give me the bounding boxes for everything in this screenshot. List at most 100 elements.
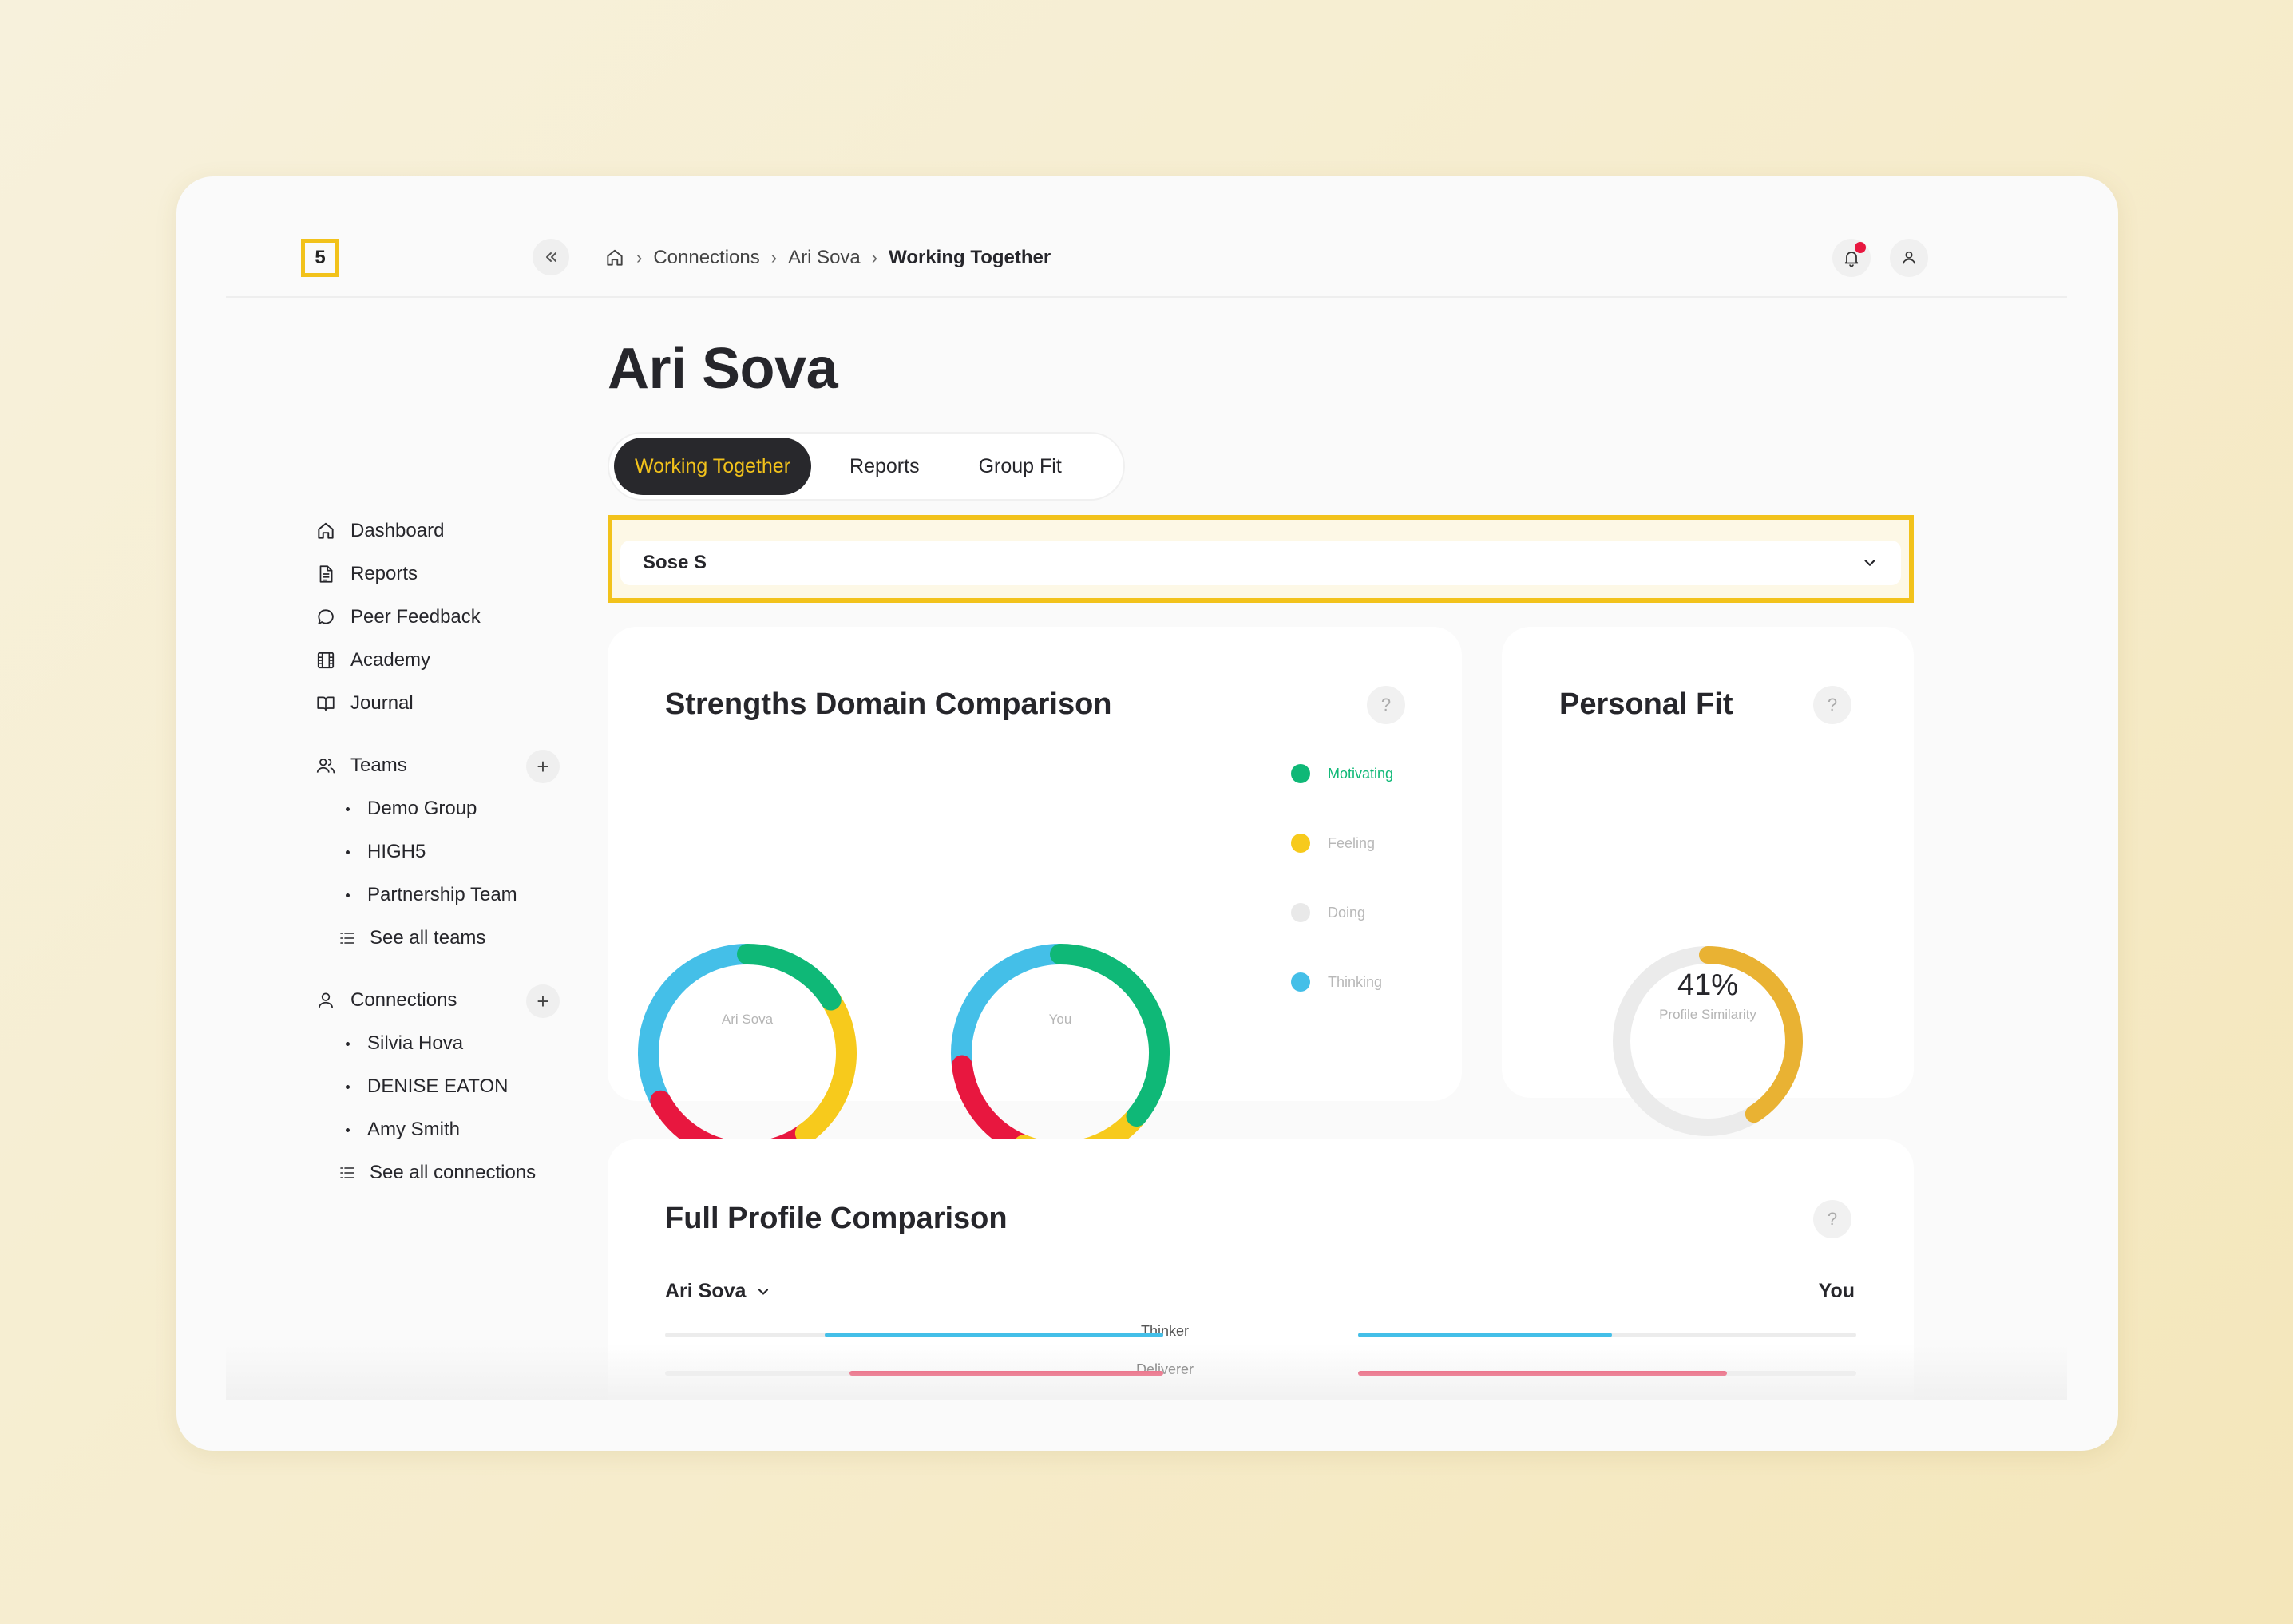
legend-item-motivating: Motivating xyxy=(1291,764,1393,783)
gauge-fill xyxy=(1699,946,1803,1123)
team-name: Partnership Team xyxy=(367,884,517,905)
full-profile-title: Full Profile Comparison xyxy=(665,1202,1008,1235)
legend-dot xyxy=(1291,834,1310,853)
compare-you-label: You xyxy=(1818,1280,1855,1302)
chevron-down-icon xyxy=(1864,560,1875,566)
home-icon[interactable] xyxy=(604,248,625,268)
add-connection-button[interactable]: + xyxy=(526,984,560,1018)
list-icon xyxy=(340,1167,354,1178)
user-icon xyxy=(319,992,333,1008)
compare-person-dropdown[interactable]: Ari Sova xyxy=(665,1280,771,1303)
see-all-connections-label: See all connections xyxy=(370,1162,537,1183)
legend-label: Feeling xyxy=(1328,834,1376,851)
sidebar-item-label: Reports xyxy=(350,563,418,584)
donut-segment-thinking xyxy=(951,944,1071,1076)
app-logo[interactable]: 5 xyxy=(301,239,339,277)
strengths-card-title: Strengths Domain Comparison xyxy=(665,687,1112,721)
donut-caption-ari: Ari Sova xyxy=(721,1012,774,1027)
legend-item-doing: Doing xyxy=(1291,903,1365,922)
open-book-icon xyxy=(317,696,335,711)
collapse-sidebar-button[interactable] xyxy=(533,239,569,275)
home-icon xyxy=(318,522,334,539)
legend-label: Thinking xyxy=(1328,973,1383,990)
donut-caption-you: You xyxy=(1048,1012,1072,1027)
bullet-icon xyxy=(346,850,350,854)
legend-dot xyxy=(1291,764,1310,783)
personal-fit-title: Personal Fit xyxy=(1559,687,1733,721)
sidebar-section-teams[interactable]: Teams xyxy=(315,750,407,782)
user-menu-button[interactable] xyxy=(1890,239,1928,277)
legend-label: Motivating xyxy=(1328,765,1394,782)
donut-segment-motivating xyxy=(1050,944,1170,1127)
add-team-button[interactable]: + xyxy=(526,750,560,783)
sidebar-item-journal[interactable]: Journal xyxy=(315,687,414,719)
breadcrumb-current: Working Together xyxy=(889,247,1051,268)
sidebar-connection-item[interactable]: Silvia Hova xyxy=(344,1028,463,1060)
film-icon xyxy=(317,652,335,669)
sidebar-item-academy[interactable]: Academy xyxy=(315,644,430,676)
tab-label: Group Fit xyxy=(978,454,1062,477)
strengths-comparison-card xyxy=(608,627,1462,1101)
donut-segment-thinking xyxy=(638,944,758,1111)
notifications-button[interactable] xyxy=(1832,239,1871,277)
right-bar-fill xyxy=(1358,1333,1613,1337)
person-select[interactable]: Sose S xyxy=(620,541,1901,585)
tab-label: Working Together xyxy=(635,454,791,477)
tab-working-together[interactable]: Working Together xyxy=(614,438,812,495)
sidebar-item-label: Journal xyxy=(350,692,414,714)
right-bar-track xyxy=(1358,1333,1856,1337)
user-icon xyxy=(1903,251,1915,264)
sidebar-item-reports[interactable]: Reports xyxy=(315,558,418,590)
bullet-icon xyxy=(346,893,350,897)
breadcrumb: › Connections › Ari Sova › Working Toget… xyxy=(604,240,1051,275)
donut-segment-motivating xyxy=(737,944,842,1011)
connection-name: Amy Smith xyxy=(367,1119,461,1140)
compare-person-label: Ari Sova xyxy=(665,1280,747,1302)
chat-bubble-icon xyxy=(318,609,334,625)
see-all-teams-label: See all teams xyxy=(370,927,486,949)
sidebar-item-label: Academy xyxy=(350,649,431,671)
sidebar-section-connections[interactable]: Connections xyxy=(315,984,457,1016)
breadcrumb-person[interactable]: Ari Sova xyxy=(788,247,861,268)
header-divider xyxy=(226,296,2067,298)
person-select-highlight: Sose S xyxy=(608,515,1914,603)
personal-fit-help-button[interactable]: ? xyxy=(1813,686,1851,724)
left-bar-track xyxy=(665,1371,1163,1376)
app-window: 5 › Connections › Ari Sova › Working Tog… xyxy=(176,176,2118,1451)
sidebar-connection-item[interactable]: DENISE EATON xyxy=(344,1071,508,1103)
sidebar-team-item[interactable]: Partnership Team xyxy=(344,879,517,911)
sidebar-item-dashboard[interactable]: Dashboard xyxy=(315,515,444,547)
app-content: 5 › Connections › Ari Sova › Working Tog… xyxy=(226,176,2067,1400)
logo-text: 5 xyxy=(315,247,326,268)
sidebar-team-item[interactable]: HIGH5 xyxy=(344,836,426,868)
help-icon: ? xyxy=(1827,1209,1838,1229)
connection-name: Silvia Hova xyxy=(367,1032,464,1054)
legend-dot xyxy=(1291,972,1310,992)
sidebar-item-peer-feedback[interactable]: Peer Feedback xyxy=(315,601,481,633)
legend-dot xyxy=(1291,903,1310,922)
legend-item-feeling: Feeling xyxy=(1291,834,1375,853)
sidebar-connection-item[interactable]: Amy Smith xyxy=(344,1114,460,1146)
see-all-teams-link[interactable]: See all teams xyxy=(338,922,485,954)
team-name: Demo Group xyxy=(367,798,477,819)
tab-reports[interactable]: Reports xyxy=(829,438,941,495)
bullet-icon xyxy=(346,806,350,811)
bullet-icon xyxy=(346,1127,350,1132)
chevron-right-icon: › xyxy=(636,248,643,267)
strengths-help-button[interactable]: ? xyxy=(1367,686,1405,724)
bell-icon xyxy=(1844,252,1859,267)
list-icon xyxy=(340,933,354,944)
see-all-connections-link[interactable]: See all connections xyxy=(338,1157,536,1189)
right-bar-fill xyxy=(1358,1371,1727,1376)
tab-group-fit[interactable]: Group Fit xyxy=(958,438,1083,495)
profile-similarity-label: Profile Similarity xyxy=(1659,1007,1756,1022)
sidebar-team-item[interactable]: Demo Group xyxy=(344,793,477,825)
sidebar-section-label: Teams xyxy=(350,755,407,776)
bullet-icon xyxy=(346,1084,350,1089)
chevron-right-icon: › xyxy=(770,248,778,267)
chevron-down-icon xyxy=(758,1288,769,1295)
full-profile-help-button[interactable]: ? xyxy=(1813,1200,1851,1238)
breadcrumb-connections[interactable]: Connections xyxy=(653,247,760,268)
full-profile-card xyxy=(608,1139,1914,1400)
person-select-value: Sose S xyxy=(643,552,707,573)
